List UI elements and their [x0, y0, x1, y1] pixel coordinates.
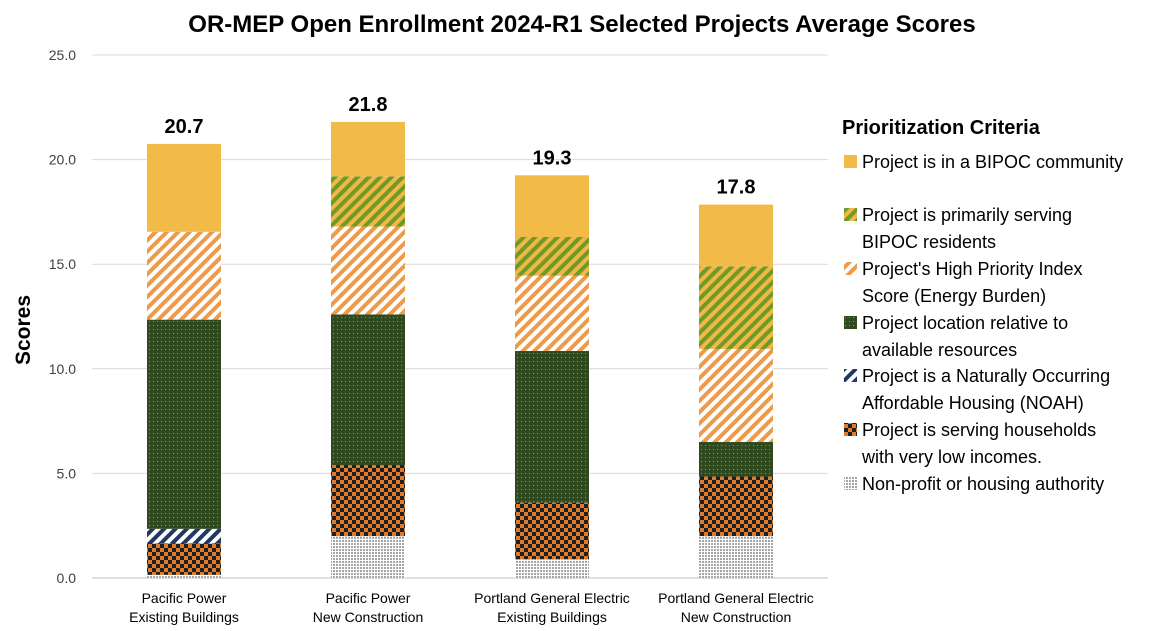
legend-label: Project location relative to available re…	[862, 313, 1068, 360]
bar-segment	[699, 348, 773, 443]
legend-item: Project location relative to available re…	[844, 313, 1068, 360]
bars	[147, 121, 773, 578]
x-tick-label: Portland General Electric Existing Buildi…	[474, 590, 630, 625]
bar-segment	[515, 351, 589, 503]
x-tick-labels: Pacific Power Existing Buildings Pacific P…	[129, 590, 814, 625]
legend-label: Project is a Naturally Occurring Affordab…	[862, 366, 1110, 413]
bar-stack	[515, 175, 589, 578]
y-tick-label: 5.0	[57, 465, 77, 481]
bar-total-label: 21.8	[349, 94, 388, 116]
x-tick-label: Pacific Power Existing Buildings	[129, 590, 239, 625]
chart-title: OR-MEP Open Enrollment 2024-R1 Selected …	[188, 11, 975, 38]
bar-segment	[515, 559, 589, 578]
bar-stack	[699, 204, 773, 578]
y-tick-labels: 0.0 5.0 10.0 15.0 20.0 25.0	[49, 47, 76, 586]
bar-segment	[699, 266, 773, 349]
legend-item: Project is primarily serving BIPOC reside…	[844, 205, 1072, 252]
bar-segment	[331, 176, 405, 227]
y-tick-label: 0.0	[57, 570, 77, 586]
legend-item: Project is a Naturally Occurring Affordab…	[844, 366, 1110, 413]
legend-swatch	[844, 369, 857, 382]
y-axis-label: Scores	[12, 295, 35, 365]
bar-segment	[331, 536, 405, 578]
bar-total-label: 19.3	[533, 147, 572, 169]
bar-stack	[331, 121, 405, 578]
bar-segment	[331, 226, 405, 315]
y-tick-label: 20.0	[49, 152, 76, 168]
legend-swatch	[844, 423, 857, 436]
bar-segment	[515, 275, 589, 352]
bar-segment	[699, 204, 773, 267]
bar-segment	[147, 528, 221, 544]
bar-segment	[515, 175, 589, 238]
bar-segment	[147, 231, 221, 320]
bar-segment	[147, 143, 221, 232]
legend: Prioritization Criteria Project is in a …	[842, 117, 1123, 494]
bar-total-label: 20.7	[165, 116, 204, 138]
bar-segment	[515, 502, 589, 560]
bar-total-label: 17.8	[717, 177, 756, 199]
x-tick-label: Pacific Power New Construction	[313, 590, 424, 625]
legend-item: Project is in a BIPOC community	[844, 152, 1123, 172]
legend-swatch	[844, 316, 857, 329]
y-tick-label: 10.0	[49, 361, 76, 377]
bar-segment	[699, 536, 773, 578]
legend-item: Project is serving households with very l…	[844, 420, 1096, 467]
legend-label: Project's High Priority Index Score (Ener…	[862, 259, 1083, 306]
bar-segment	[147, 574, 221, 578]
y-tick-label: 15.0	[49, 256, 76, 272]
bar-segment	[699, 476, 773, 537]
bar-total-labels: 20.7 21.8 19.3 17.8	[165, 94, 756, 199]
legend-swatch	[844, 262, 857, 275]
bar-segment	[147, 319, 221, 529]
bar-segment	[515, 237, 589, 276]
bar-stack	[147, 143, 221, 578]
legend-item: Non-profit or housing authority	[844, 474, 1104, 494]
legend-swatch	[844, 208, 857, 221]
legend-swatch	[844, 155, 857, 168]
legend-label: Non-profit or housing authority	[862, 474, 1104, 494]
bar-segment	[331, 121, 405, 177]
bar-segment	[331, 314, 405, 466]
legend-label: Project is in a BIPOC community	[862, 152, 1123, 172]
y-tick-label: 25.0	[49, 47, 76, 63]
legend-label: Project is serving households with very l…	[861, 420, 1096, 467]
bar-segment	[331, 465, 405, 537]
legend-title: Prioritization Criteria	[842, 117, 1041, 139]
bar-segment	[147, 543, 221, 575]
x-tick-label: Portland General Electric New Constructio…	[658, 590, 814, 625]
legend-item: Project's High Priority Index Score (Ener…	[844, 259, 1083, 306]
legend-label: Project is primarily serving BIPOC reside…	[862, 205, 1072, 252]
bar-segment	[699, 442, 773, 477]
legend-swatch	[844, 477, 857, 490]
